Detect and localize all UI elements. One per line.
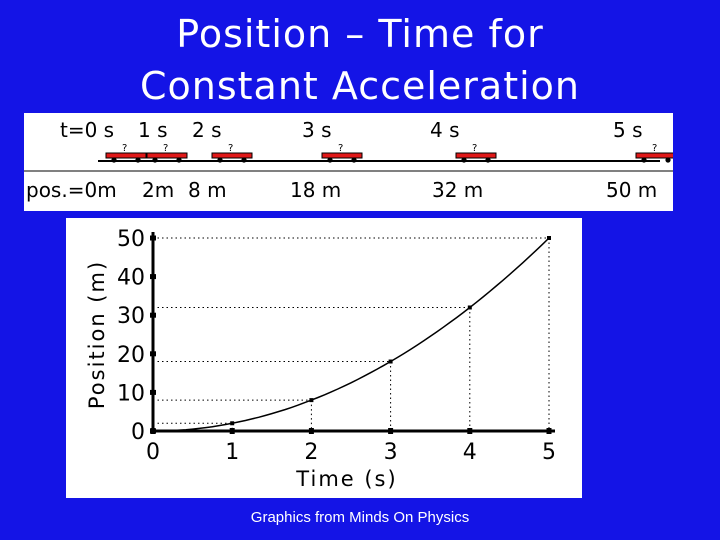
position-label-1: 2m — [142, 178, 174, 202]
car-icon: ? — [321, 143, 363, 163]
car-row: ?????? — [105, 143, 673, 163]
x-tick-mark — [546, 428, 552, 434]
x-tick-label: 5 — [542, 440, 556, 465]
car-icon: ? — [635, 143, 673, 163]
y-tick-mark — [150, 312, 156, 318]
x-tick-mark — [308, 428, 314, 434]
x-tick-label: 0 — [146, 440, 160, 465]
position-time-chart: 0 10 20 30 40 50 0 1 2 3 4 5 Position (m) Time (s) — [85, 227, 556, 491]
y-tick-label: 50 — [117, 227, 145, 252]
time-label-1: 1 s — [138, 118, 168, 142]
data-point — [151, 429, 155, 433]
data-point — [467, 305, 472, 310]
svg-text:?: ? — [338, 143, 343, 154]
position-label-2: 8 m — [188, 178, 227, 202]
svg-text:?: ? — [472, 143, 477, 154]
car-icon: ? — [146, 143, 188, 163]
x-tick-label: 4 — [463, 440, 477, 465]
car-icon: ? — [211, 143, 253, 163]
time-label-5: 5 s — [613, 118, 643, 142]
y-axis-label: Position (m) — [85, 260, 109, 409]
x-tick-mark — [388, 428, 394, 434]
time-label-4: 4 s — [430, 118, 460, 142]
x-tick-group: 0 1 2 3 4 5 — [146, 428, 556, 465]
motion-strip: t=0 s 1 s 2 s 3 s 4 s 5 s ?????? pos.=0m… — [24, 113, 673, 211]
credit-text: Graphics from Minds On Physics — [250, 509, 470, 526]
motion-strip-graphic: t=0 s 1 s 2 s 3 s 4 s 5 s ?????? pos.=0m… — [24, 118, 673, 202]
y-tick-label: 40 — [117, 266, 145, 291]
time-label-2: 2 s — [192, 118, 222, 142]
y-tick-mark — [150, 235, 156, 241]
y-tick-mark — [150, 351, 156, 357]
x-tick-label: 3 — [384, 440, 398, 465]
svg-text:?: ? — [652, 143, 657, 154]
position-curve — [152, 237, 550, 432]
position-label-4: 32 m — [432, 178, 483, 202]
y-tick-label: 10 — [117, 381, 145, 406]
x-tick-label: 2 — [304, 440, 318, 465]
data-points — [151, 236, 551, 433]
y-tick-label: 30 — [117, 304, 145, 329]
data-point — [388, 359, 393, 364]
title-line-1: Position – Time for — [176, 12, 544, 56]
data-point — [230, 421, 235, 426]
position-label-5: 50 m — [606, 178, 657, 202]
svg-text:?: ? — [163, 143, 168, 154]
title-line-2: Constant Acceleration — [139, 64, 581, 108]
y-tick-mark — [150, 274, 156, 280]
graph-panel: 0 10 20 30 40 50 0 1 2 3 4 5 Position (m) Time (s) — [66, 218, 582, 498]
x-tick-mark — [229, 428, 235, 434]
position-label-3: 18 m — [290, 178, 341, 202]
guide-lines — [153, 237, 550, 431]
svg-text:?: ? — [122, 143, 127, 154]
time-label-0: t=0 s — [60, 118, 114, 142]
data-point — [547, 236, 551, 240]
y-tick-mark — [150, 389, 156, 395]
y-tick-label: 0 — [131, 420, 145, 445]
x-tick-label: 1 — [225, 440, 239, 465]
y-tick-label: 20 — [117, 343, 145, 368]
car-icon: ? — [105, 143, 147, 163]
data-point — [309, 398, 314, 403]
car-icon: ? — [455, 143, 497, 163]
y-tick-group: 0 10 20 30 40 50 — [117, 227, 156, 445]
x-axis-label: Time (s) — [295, 467, 397, 491]
x-tick-mark — [467, 428, 473, 434]
svg-text:?: ? — [228, 143, 233, 154]
time-label-3: 3 s — [302, 118, 332, 142]
position-label-0: pos.=0m — [26, 178, 117, 202]
slide-title: Position – Time for Constant Acceleratio… — [0, 8, 720, 112]
